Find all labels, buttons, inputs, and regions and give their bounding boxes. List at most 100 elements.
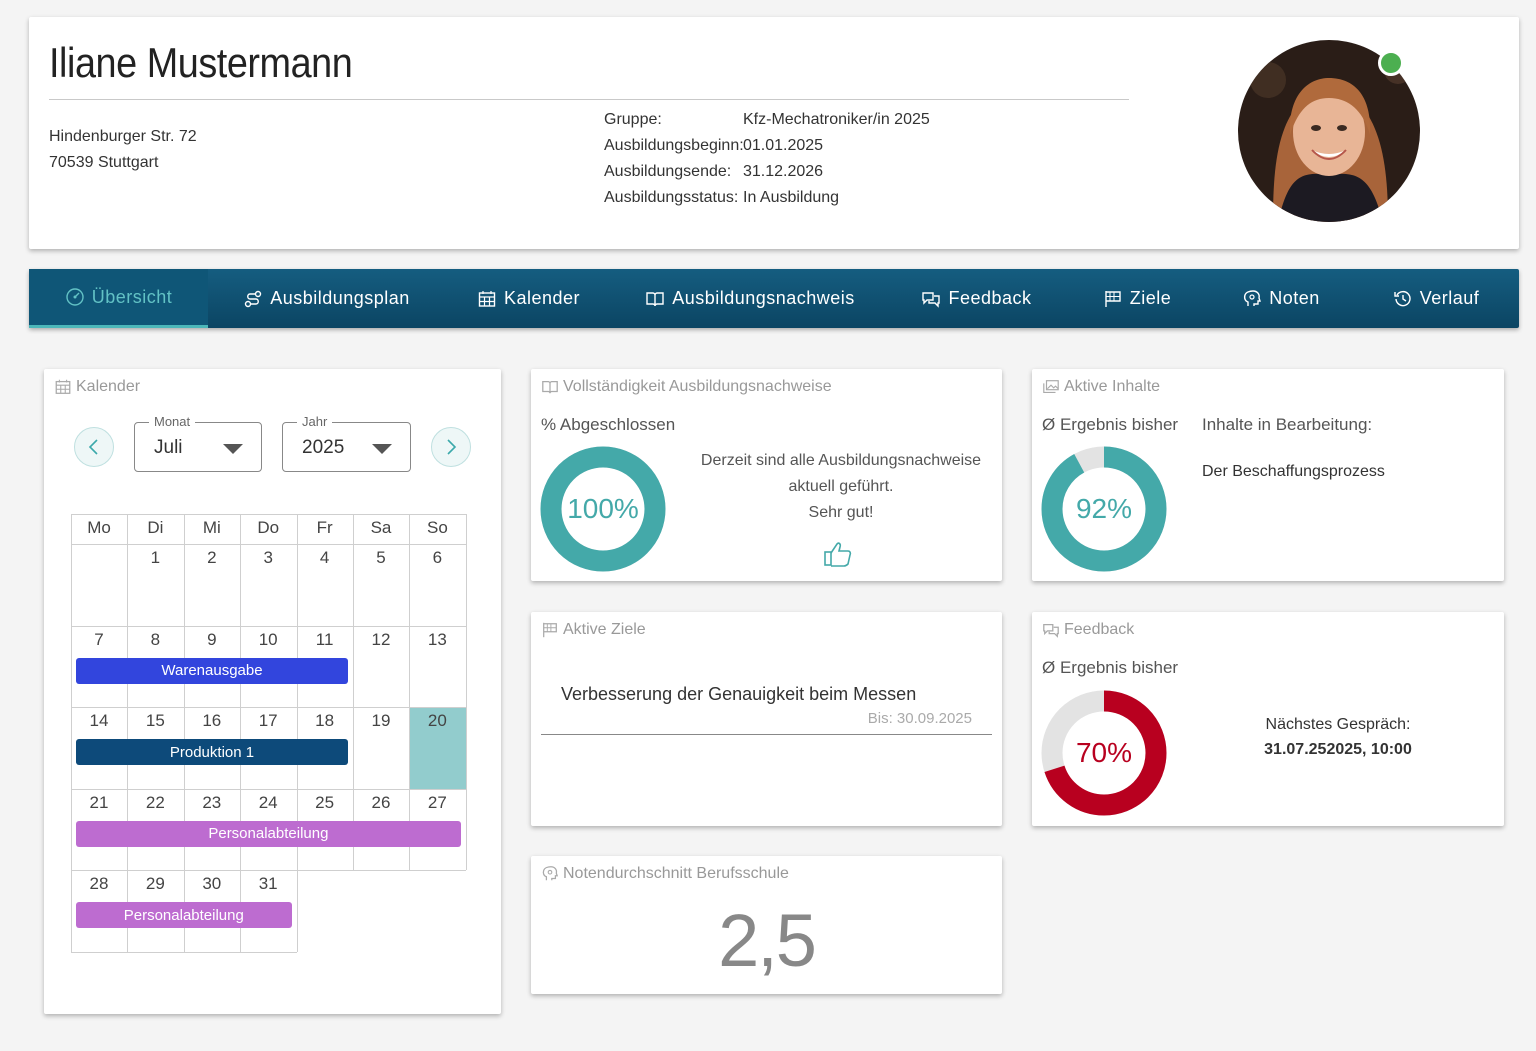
day-number[interactable]: 4 xyxy=(319,548,330,567)
grid-line xyxy=(296,514,298,870)
day-number[interactable]: 5 xyxy=(376,548,386,567)
flag-icon xyxy=(1105,290,1121,307)
percent-label: 70% xyxy=(1075,737,1133,768)
day-number[interactable]: 15 xyxy=(145,711,165,730)
widget-header: Vollständigkeit Ausbildungsnachweise xyxy=(541,378,832,396)
tab-label: Feedback xyxy=(948,288,1032,308)
in-progress-label: Inhalte in Bearbeitung: xyxy=(1202,415,1373,434)
day-number[interactable]: 3 xyxy=(263,548,273,567)
day-number[interactable]: 11 xyxy=(315,629,334,649)
grid-line xyxy=(71,951,297,953)
info-key: Ausbildungsstatus: xyxy=(604,189,739,206)
flag-icon xyxy=(543,622,557,638)
day-number[interactable]: 18 xyxy=(315,711,335,730)
calendar-event[interactable]: Personalabteilung xyxy=(76,902,292,928)
widget-header: Feedback xyxy=(1042,621,1134,639)
donut-value-arc xyxy=(1041,690,1167,816)
next-meeting: Nächstes Gespräch: 31.07.252025, 10:00 xyxy=(1238,712,1438,762)
info-row: Ausbildungsbeginn: 01.01.2025 xyxy=(604,133,930,159)
weekday-header: Di xyxy=(147,518,164,537)
tab-noten[interactable]: Noten xyxy=(1209,269,1353,328)
prev-month-button[interactable] xyxy=(74,427,114,467)
widget-header: Aktive Ziele xyxy=(541,621,646,639)
day-number[interactable]: 24 xyxy=(258,792,278,812)
day-number[interactable]: 31 xyxy=(258,874,278,893)
tab-label: Ziele xyxy=(1129,288,1172,308)
day-number[interactable]: 26 xyxy=(371,792,391,812)
day-number[interactable]: 14 xyxy=(89,711,109,730)
day-number[interactable]: 16 xyxy=(202,711,222,730)
tab-feedback[interactable]: Feedback xyxy=(888,269,1065,328)
goal-item[interactable]: Verbesserung der Genauigkeit beim Messen… xyxy=(541,682,992,735)
in-progress-item[interactable]: Der Beschaffungsprozess xyxy=(1202,463,1385,480)
completeness-message: Derzeit sind alle Ausbildungsnachweise a… xyxy=(691,448,991,526)
day-number[interactable]: 1 xyxy=(150,548,161,567)
next-month-button[interactable] xyxy=(431,427,471,467)
calendar-widget: Kalender Monat Juli Jahr 2025 Mo Di Mi Do Fr… xyxy=(44,369,501,1014)
year-value: 2025 xyxy=(302,437,345,458)
grid-line xyxy=(409,514,411,870)
percent-label: 92% xyxy=(1075,493,1133,524)
day-number[interactable]: 19 xyxy=(371,711,391,730)
feedback-widget: Feedback Ø Ergebnis bisher 70% Nächstes … xyxy=(1032,612,1504,826)
weekday-header: Sa xyxy=(370,518,392,537)
year-select[interactable]: Jahr 2025 xyxy=(282,414,411,472)
day-number[interactable]: 22 xyxy=(145,792,165,812)
day-number[interactable]: 28 xyxy=(89,874,109,893)
profile-info: Gruppe: Kfz-Mechatroniker/in 2025 Ausbild… xyxy=(604,107,930,211)
info-row: Ausbildungsstatus: In Ausbildung xyxy=(604,185,930,211)
grid-line xyxy=(127,514,129,870)
day-number[interactable]: 10 xyxy=(258,629,278,649)
day-number[interactable]: 9 xyxy=(207,629,217,649)
brain-icon xyxy=(542,866,559,881)
chevron-left-icon xyxy=(88,439,98,455)
day-number[interactable]: 6 xyxy=(432,548,443,567)
completeness-donut xyxy=(540,446,666,572)
tab-uebersicht[interactable]: Übersicht xyxy=(29,269,208,328)
day-number[interactable]: 29 xyxy=(145,874,165,893)
day-number[interactable]: 12 xyxy=(371,629,391,649)
day-number[interactable]: 13 xyxy=(427,629,447,649)
info-value: 31.12.2026 xyxy=(743,163,824,180)
calendar-event[interactable]: Personalabteilung xyxy=(76,820,461,847)
tab-label: Ausbildungsnachweis xyxy=(672,288,855,308)
widget-title: Notendurchschnitt Berufsschule xyxy=(563,865,789,882)
calendar-icon xyxy=(478,290,496,307)
month-label: Monat xyxy=(149,414,196,429)
weekday-header: So xyxy=(426,518,448,537)
day-number[interactable]: 30 xyxy=(202,874,222,893)
info-value: Kfz-Mechatroniker/in 2025 xyxy=(743,111,930,128)
info-value: In Ausbildung xyxy=(743,189,840,206)
day-number[interactable]: 23 xyxy=(202,792,222,812)
address-line: Hindenburger Str. 72 xyxy=(49,128,197,145)
widget-subtitle: Ø Ergebnis bisher xyxy=(1042,658,1179,677)
day-number[interactable]: 2 xyxy=(207,548,217,567)
chevron-right-icon xyxy=(447,439,457,455)
day-number[interactable]: 21 xyxy=(89,792,109,812)
weekday-header: Fr xyxy=(316,518,333,537)
grid-line xyxy=(240,514,242,870)
tab-ausbildungsplan[interactable]: Ausbildungsplan xyxy=(208,269,445,328)
calendar-event[interactable]: Produktion 1 xyxy=(76,739,348,765)
dashboard-icon xyxy=(66,288,84,306)
month-select[interactable]: Monat Juli xyxy=(134,414,262,472)
tab-verlauf[interactable]: Verlauf xyxy=(1353,269,1519,328)
day-number[interactable]: 7 xyxy=(94,629,104,649)
grid-line xyxy=(465,514,467,870)
info-key: Ausbildungsbeginn: xyxy=(604,137,744,154)
day-number[interactable]: 8 xyxy=(150,629,161,649)
day-number[interactable]: 27 xyxy=(427,792,447,812)
grid-line xyxy=(296,870,298,952)
day-number[interactable]: 17 xyxy=(258,711,278,730)
calendar-event[interactable]: Warenausgabe xyxy=(76,657,348,684)
tab-ziele[interactable]: Ziele xyxy=(1065,269,1209,328)
widget-title: Vollständigkeit Ausbildungsnachweise xyxy=(563,378,832,395)
grid-line xyxy=(71,514,466,515)
today-cell[interactable] xyxy=(409,707,466,789)
day-number[interactable]: 25 xyxy=(315,792,335,812)
route-icon xyxy=(244,290,262,307)
tab-kalender[interactable]: Kalender xyxy=(445,269,612,328)
grid-line xyxy=(71,707,466,708)
tab-ausbildungsnachweis[interactable]: Ausbildungsnachweis xyxy=(612,269,888,328)
day-number[interactable]: 20 xyxy=(427,711,447,730)
